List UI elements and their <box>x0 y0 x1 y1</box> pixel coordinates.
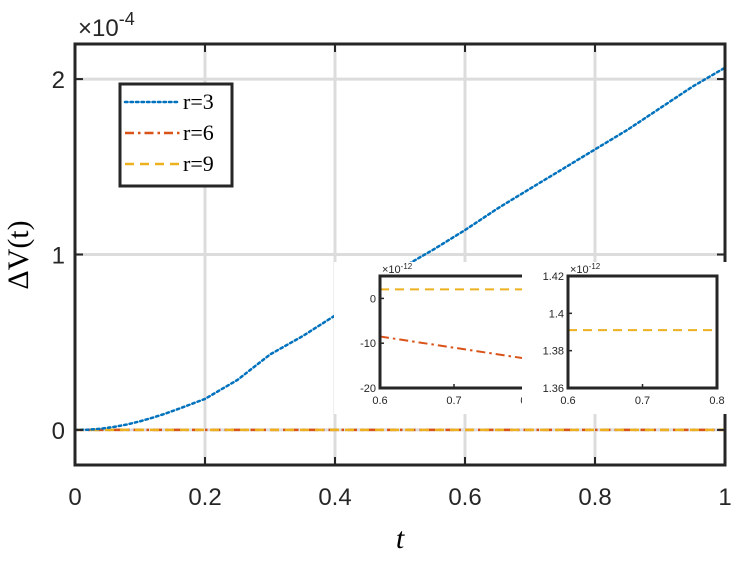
inset-y-tick-label: -10 <box>360 338 376 350</box>
inset-x-tick-label: 0.8 <box>709 395 724 407</box>
inset-series-line-r6 <box>379 335 529 360</box>
y-tick-label: 2 <box>52 67 65 94</box>
inset-x-tick-label: 0.7 <box>635 395 650 407</box>
inset-y-exponent-label: ×10-12 <box>570 262 601 276</box>
legend-label: r=6 <box>183 120 214 145</box>
insets: 0.60.70.80-10-20×10-120.60.70.81.421.41.… <box>334 262 731 414</box>
y-tick-label: 0 <box>52 418 65 445</box>
x-tick-label: 1 <box>718 484 731 511</box>
inset-y-tick-label: 1.4 <box>549 308 564 320</box>
inset-y-tick-label: 0 <box>370 293 376 305</box>
x-tick-label: 0.4 <box>318 484 351 511</box>
inset-x-tick-label: 0.6 <box>560 395 575 407</box>
x-tick-label: 0.8 <box>578 484 611 511</box>
inset-x-tick-label: 0.7 <box>446 395 461 407</box>
inset-x-tick-label: 0.6 <box>372 395 387 407</box>
legend-label: r=3 <box>183 89 214 114</box>
inset-y-tick-label: 1.38 <box>543 346 564 358</box>
y-exponent-label: ×10-4 <box>78 9 135 42</box>
x-tick-label: 0.6 <box>448 484 481 511</box>
inset-1: 0.60.70.80-10-20×10-12 <box>334 262 542 414</box>
inset-y-tick-label: 1.42 <box>543 271 564 283</box>
legend-box <box>118 82 234 188</box>
x-tick-label: 0.2 <box>188 484 221 511</box>
inset-y-tick-label: -20 <box>360 383 376 395</box>
main-series <box>73 66 727 432</box>
y-exponent: -4 <box>119 9 135 29</box>
y-tick-label: 1 <box>52 243 65 270</box>
inset-y-tick-label: 1.36 <box>543 383 564 395</box>
y-axis-label: ΔV(t) <box>2 220 35 289</box>
legend: r=3 r=6 r=9 <box>118 82 234 188</box>
legend-label: r=9 <box>183 151 214 176</box>
series-line-r3 <box>73 66 727 432</box>
x-axis-label: t <box>396 522 405 555</box>
main-ticks: 0 0.2 0.4 0.6 0.8 1 0 1 2 <box>52 44 732 511</box>
inset-2: 0.6 0.7 0.8 1.42 1.4 1.38 1.36 ×10-12 <box>522 262 731 414</box>
inset-y-exponent-label: ×10-12 <box>382 262 413 276</box>
x-tick-label: 0 <box>68 484 81 511</box>
